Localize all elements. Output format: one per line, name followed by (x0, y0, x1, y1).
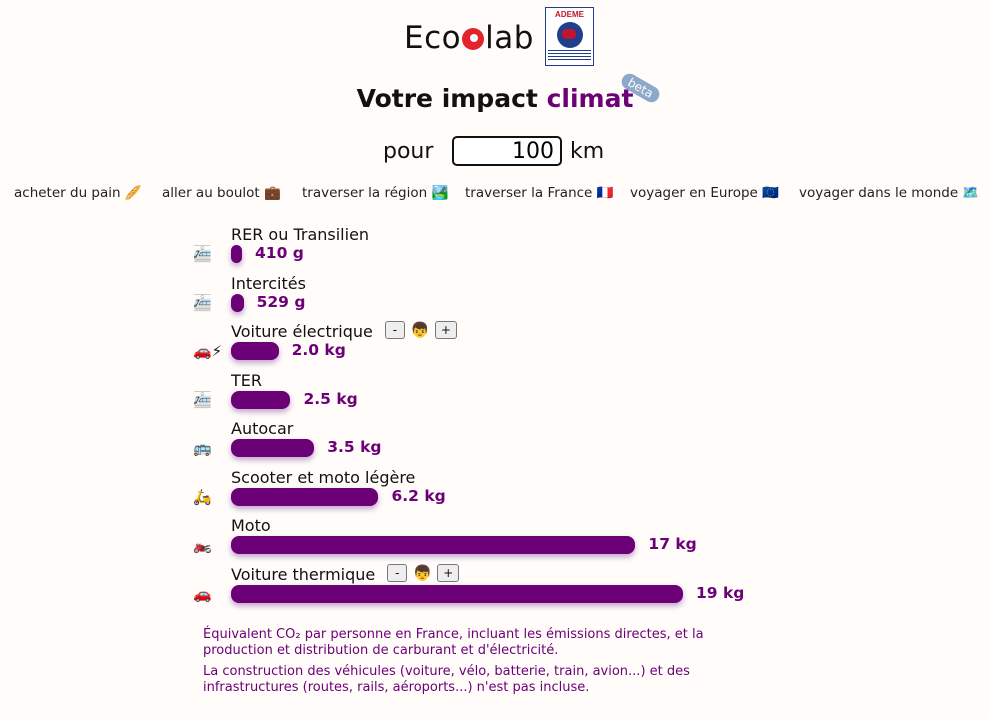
page-title: Votre impact climat (0, 84, 990, 113)
preset-voyager-en-europe[interactable]: voyager en Europe 🇪🇺 (630, 185, 779, 201)
increase-passengers-button-voiture-electrique[interactable]: + (434, 321, 457, 339)
transport-icon-scooter-et-moto-legere: 🛵 (193, 488, 212, 506)
value-label-autocar: 3.5 kg (327, 438, 382, 456)
bar-rer-ou-transilien (231, 245, 242, 263)
footnotes: Équivalent CO₂ par personne en France, i… (203, 627, 763, 701)
footnote-exclusions: La construction des véhicules (voiture, … (203, 664, 690, 695)
distance-input[interactable] (452, 136, 562, 166)
bar-autocar (231, 439, 315, 457)
passenger-icon-voiture-electrique: 👦 (410, 322, 430, 339)
ademe-tagline-graphic (548, 50, 591, 62)
passenger-icon-voiture-thermique: 👦 (413, 564, 432, 582)
preset-traverser-la-region[interactable]: traverser la région 🏞️ (302, 185, 449, 201)
value-label-rer-ou-transilien: 410 g (255, 244, 304, 262)
ademe-logo[interactable]: ADEME (545, 7, 594, 66)
ademe-logo-label: ADEME (555, 10, 584, 19)
transport-icon-autocar: 🚌 (193, 440, 212, 457)
transport-icon-voiture-electrique: 🚗⚡ (193, 343, 223, 360)
preset-traverser-la-france[interactable]: traverser la France 🇫🇷 (465, 185, 614, 201)
preset-aller-au-boulot[interactable]: aller au boulot 💼 (162, 185, 281, 201)
transport-icon-intercites: 🚈 (193, 294, 212, 312)
distance-prefix: pour (383, 139, 434, 164)
ademe-globe-icon (557, 22, 583, 48)
ecolab-logo-icon (462, 28, 485, 50)
transport-icon-voiture-thermique: 🚗 (193, 585, 212, 603)
value-label-scooter-et-moto-legere: 6.2 kg (391, 486, 446, 505)
bar-moto (231, 536, 636, 554)
bar-scooter-et-moto-legere (231, 487, 379, 506)
category-label-scooter-et-moto-legere: Scooter et moto légère (231, 467, 416, 487)
value-label-voiture-thermique: 19 kg (696, 583, 745, 602)
category-label-moto: Moto (231, 516, 271, 535)
bar-intercites (231, 293, 244, 312)
preset-acheter-du-pain[interactable]: acheter du pain 🥖 (14, 185, 142, 201)
value-label-ter: 2.5 kg (303, 389, 358, 408)
category-label-ter: TER (231, 370, 262, 390)
category-label-autocar: Autocar (231, 419, 294, 438)
increase-passengers-button-voiture-thermique[interactable]: + (437, 563, 460, 582)
distance-unit: km (570, 139, 605, 164)
value-label-moto: 17 kg (648, 535, 697, 553)
ecolab-logo[interactable]: Eco lab (404, 20, 534, 56)
logo-text-left: Eco (404, 20, 462, 56)
logo-text-right: lab (485, 20, 534, 56)
bar-voiture-electrique (231, 342, 279, 360)
footnote-scope: Équivalent CO₂ par personne en France, i… (203, 627, 704, 658)
transport-icon-moto: 🏍️ (193, 537, 212, 554)
header: Eco lab ADEME (0, 6, 990, 68)
category-label-rer-ou-transilien: RER ou Transilien (231, 225, 370, 244)
preset-voyager-dans-le-monde[interactable]: voyager dans le monde 🗺️ (799, 185, 980, 201)
title-prefix: Votre impact (356, 84, 547, 113)
category-label-voiture-thermique: Voiture thermique (231, 564, 376, 584)
bar-voiture-thermique (231, 584, 683, 603)
value-label-intercites: 529 g (256, 292, 306, 311)
decrease-passengers-button-voiture-thermique[interactable]: - (387, 563, 408, 582)
category-label-intercites: Intercités (231, 273, 306, 293)
category-label-voiture-electrique: Voiture électrique (231, 322, 373, 341)
decrease-passengers-button-voiture-electrique[interactable]: - (384, 321, 405, 339)
bar-ter (231, 390, 291, 409)
title-accent: climat (546, 84, 634, 113)
value-label-voiture-electrique: 2.0 kg (291, 341, 346, 359)
transport-icon-ter: 🚈 (193, 391, 212, 409)
transport-icon-rer-ou-transilien: 🚈 (193, 246, 212, 263)
